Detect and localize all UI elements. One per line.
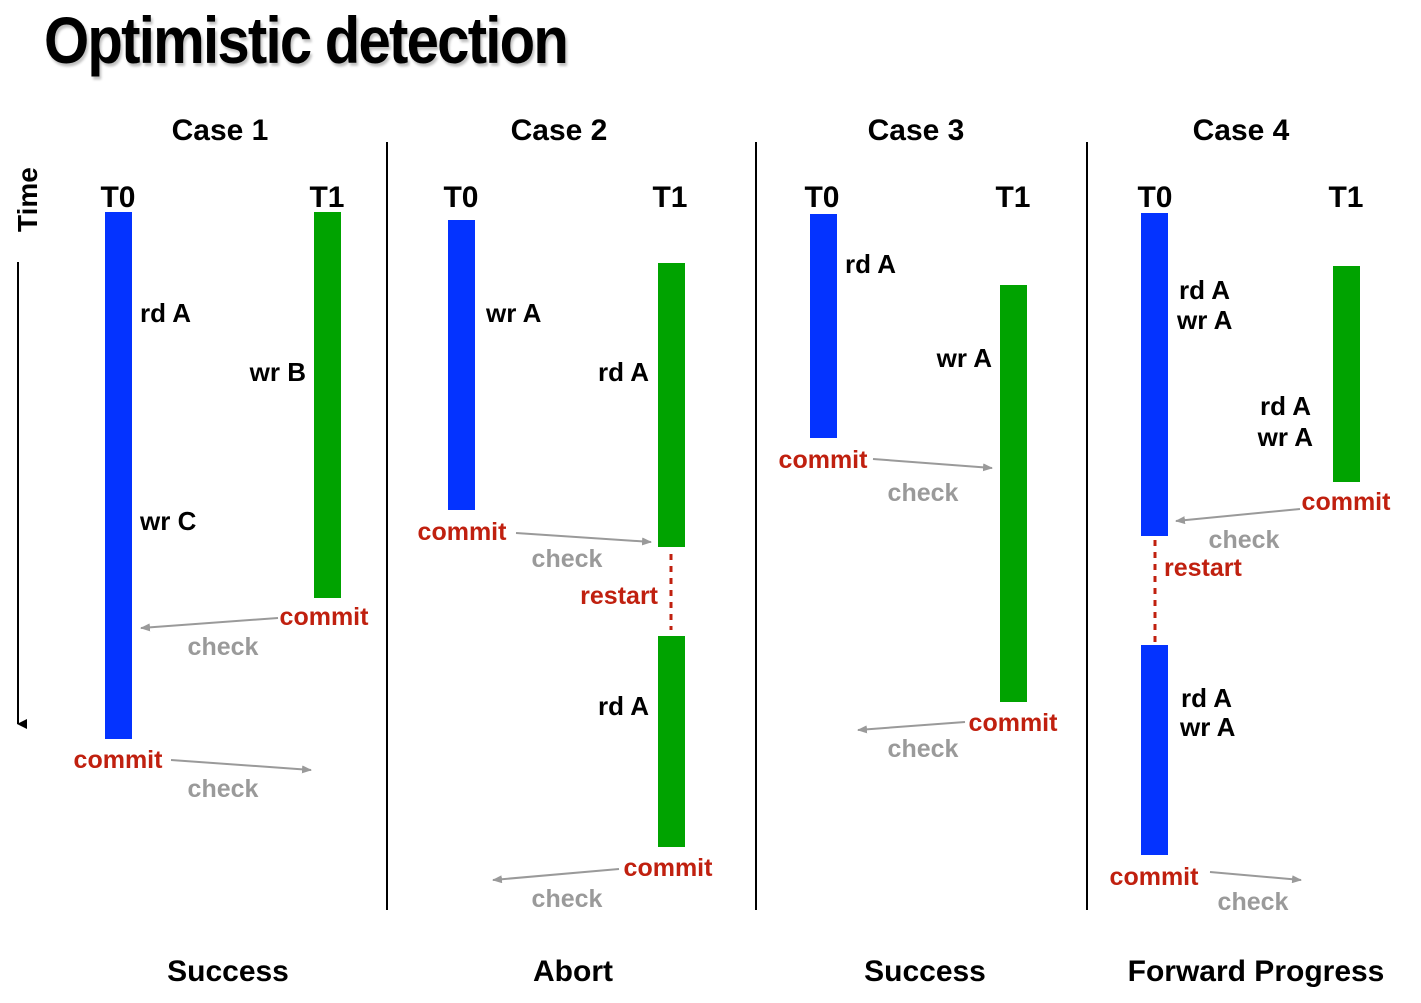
case4-t1-commit: commit — [1302, 488, 1392, 516]
case1-t0-label: T0 — [100, 181, 135, 214]
case2-t0-commit: commit — [418, 518, 508, 546]
case1-check-1: check — [188, 633, 259, 661]
case1-outcome: Success — [167, 955, 289, 988]
case4-t0-commit: commit — [1110, 863, 1200, 891]
case4-op-rdA-2: rd A — [1181, 683, 1232, 713]
case4-op-wrA-2: wr A — [1179, 712, 1236, 742]
case3-op-rdA: rd A — [845, 249, 896, 279]
case3-outcome: Success — [864, 955, 986, 988]
case1-op-wrC: wr C — [139, 506, 197, 536]
case4-t1-bar — [1333, 266, 1360, 482]
case2-outcome: Abort — [533, 955, 613, 988]
case2-t1-commit: commit — [624, 854, 714, 882]
case2-heading: Case 2 — [511, 114, 608, 147]
case2-restart: restart — [580, 582, 658, 610]
case2-t0-bar — [448, 220, 475, 510]
time-axis-label: Time — [12, 167, 43, 232]
case3-t1-commit: commit — [969, 709, 1059, 737]
case2-t0-label: T0 — [443, 181, 478, 214]
case4-op-rdA-t1: rd A — [1260, 391, 1311, 421]
case4-check-arrow-2 — [1209, 871, 1302, 884]
case4-t1-label: T1 — [1328, 181, 1363, 214]
case1-check-2: check — [188, 775, 259, 803]
case3-t0-bar — [810, 214, 837, 438]
case4-check-2: check — [1218, 888, 1289, 916]
case4-check-1: check — [1209, 526, 1280, 554]
case2-t1-bar-1 — [658, 263, 685, 547]
case1-heading: Case 1 — [172, 114, 269, 147]
page-title: Optimistic detection — [44, 3, 569, 77]
case3-check-arrow-1 — [872, 458, 993, 472]
case2-check-arrow-1 — [515, 532, 652, 546]
case1-op-wrB: wr B — [249, 357, 306, 387]
case3-t0-label: T0 — [804, 181, 839, 214]
case4-op-wrA-1: wr A — [1176, 305, 1233, 335]
case2-t1-label: T1 — [652, 181, 687, 214]
case2-op-wrA: wr A — [485, 298, 542, 328]
case4-outcome: Forward Progress — [1128, 955, 1385, 988]
case2-check-arrow-2 — [492, 868, 620, 884]
case4-t0-bar-1 — [1141, 213, 1168, 536]
case2-check-1: check — [532, 545, 603, 573]
case1-t1-bar — [314, 212, 341, 598]
case3-op-wrA: wr A — [936, 343, 993, 373]
case3-t1-bar — [1000, 285, 1027, 702]
case3-t0-commit: commit — [779, 446, 869, 474]
case1-t1-label: T1 — [309, 181, 344, 214]
case1-op-rdA: rd A — [140, 298, 191, 328]
case4-restart: restart — [1164, 554, 1242, 582]
case1-t0-commit: commit — [74, 746, 164, 774]
case1-t0-bar — [105, 212, 132, 739]
case1-check-arrow-2 — [170, 759, 312, 774]
case3-check-1: check — [888, 479, 959, 507]
case4-check-arrow-1 — [1175, 508, 1301, 525]
case3-heading: Case 3 — [868, 114, 965, 147]
case3-t1-label: T1 — [995, 181, 1030, 214]
case4-op-rdA-1: rd A — [1179, 275, 1230, 305]
case1-t1-commit: commit — [280, 603, 370, 631]
case2-op-rdA-1: rd A — [598, 357, 649, 387]
case3-check-arrow-2 — [857, 721, 966, 734]
case2-t1-bar-2 — [658, 636, 685, 847]
case4-t0-label: T0 — [1137, 181, 1172, 214]
case4-t0-bar-2 — [1141, 645, 1168, 855]
case1-check-arrow-1 — [140, 617, 279, 632]
case2-check-2: check — [532, 885, 603, 913]
case2-op-rdA-2: rd A — [598, 691, 649, 721]
case3-check-2: check — [888, 735, 959, 763]
case4-heading: Case 4 — [1193, 114, 1290, 147]
case4-op-wrA-t1: wr A — [1257, 422, 1314, 452]
